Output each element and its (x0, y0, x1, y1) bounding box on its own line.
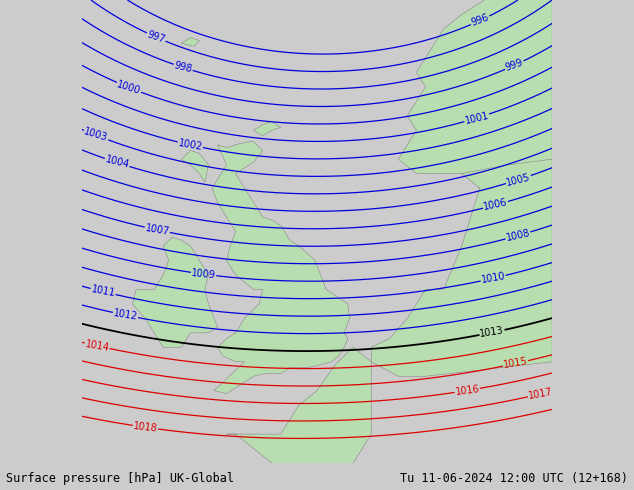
Text: 1009: 1009 (191, 268, 216, 280)
Text: 1001: 1001 (463, 110, 490, 126)
Text: 999: 999 (504, 57, 525, 73)
Text: 1016: 1016 (455, 384, 480, 397)
Polygon shape (226, 347, 372, 478)
Text: 997: 997 (146, 29, 167, 45)
Text: 998: 998 (173, 60, 193, 74)
Text: 1018: 1018 (133, 421, 158, 434)
Polygon shape (181, 150, 209, 182)
Text: 1002: 1002 (178, 138, 204, 152)
Text: 1014: 1014 (84, 339, 110, 353)
Polygon shape (372, 159, 552, 376)
Text: Tu 11-06-2024 12:00 UTC (12+168): Tu 11-06-2024 12:00 UTC (12+168) (399, 472, 628, 485)
Text: 1000: 1000 (116, 79, 142, 96)
Text: 1015: 1015 (503, 356, 529, 370)
Text: 1010: 1010 (481, 271, 506, 285)
Text: 1012: 1012 (112, 308, 138, 322)
Polygon shape (462, 165, 510, 237)
Text: 1011: 1011 (90, 284, 116, 299)
Text: 1008: 1008 (505, 228, 531, 243)
Text: 1005: 1005 (505, 172, 531, 188)
Text: 996: 996 (470, 13, 491, 28)
Polygon shape (181, 38, 200, 47)
Text: 1003: 1003 (83, 127, 109, 144)
Text: Surface pressure [hPa] UK-Global: Surface pressure [hPa] UK-Global (6, 472, 235, 485)
Text: 1013: 1013 (479, 326, 505, 340)
Polygon shape (133, 237, 217, 347)
Text: 1004: 1004 (104, 155, 130, 171)
Text: 1006: 1006 (482, 197, 508, 212)
Polygon shape (212, 142, 349, 393)
Text: 1007: 1007 (145, 223, 171, 237)
Text: 1017: 1017 (527, 387, 553, 401)
Polygon shape (398, 0, 552, 173)
Polygon shape (254, 122, 281, 136)
